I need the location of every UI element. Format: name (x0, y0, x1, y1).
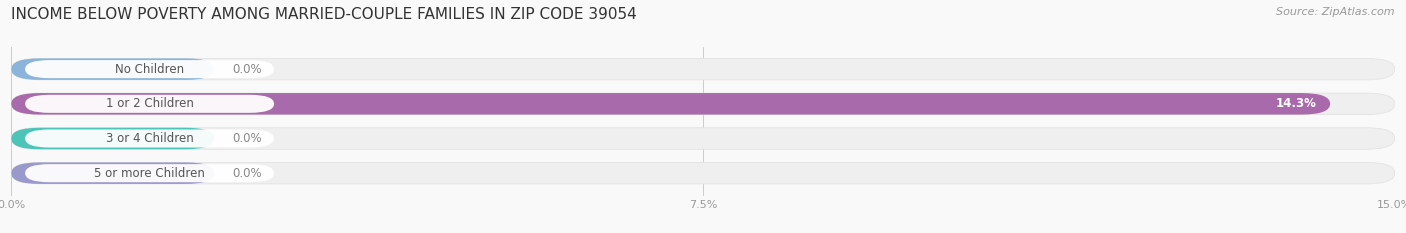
FancyBboxPatch shape (11, 162, 214, 184)
Text: INCOME BELOW POVERTY AMONG MARRIED-COUPLE FAMILIES IN ZIP CODE 39054: INCOME BELOW POVERTY AMONG MARRIED-COUPL… (11, 7, 637, 22)
FancyBboxPatch shape (11, 128, 214, 149)
FancyBboxPatch shape (11, 128, 1395, 149)
Text: 0.0%: 0.0% (232, 167, 263, 180)
FancyBboxPatch shape (25, 164, 274, 182)
FancyBboxPatch shape (11, 93, 1330, 115)
FancyBboxPatch shape (11, 58, 1395, 80)
FancyBboxPatch shape (11, 162, 1395, 184)
FancyBboxPatch shape (11, 93, 1395, 115)
Text: 3 or 4 Children: 3 or 4 Children (105, 132, 194, 145)
Text: 14.3%: 14.3% (1275, 97, 1316, 110)
Text: 0.0%: 0.0% (232, 132, 263, 145)
FancyBboxPatch shape (25, 95, 274, 113)
Text: Source: ZipAtlas.com: Source: ZipAtlas.com (1277, 7, 1395, 17)
Text: 1 or 2 Children: 1 or 2 Children (105, 97, 194, 110)
Text: 0.0%: 0.0% (232, 63, 263, 76)
FancyBboxPatch shape (11, 58, 214, 80)
Text: No Children: No Children (115, 63, 184, 76)
Text: 5 or more Children: 5 or more Children (94, 167, 205, 180)
FancyBboxPatch shape (25, 60, 274, 78)
FancyBboxPatch shape (25, 130, 274, 147)
